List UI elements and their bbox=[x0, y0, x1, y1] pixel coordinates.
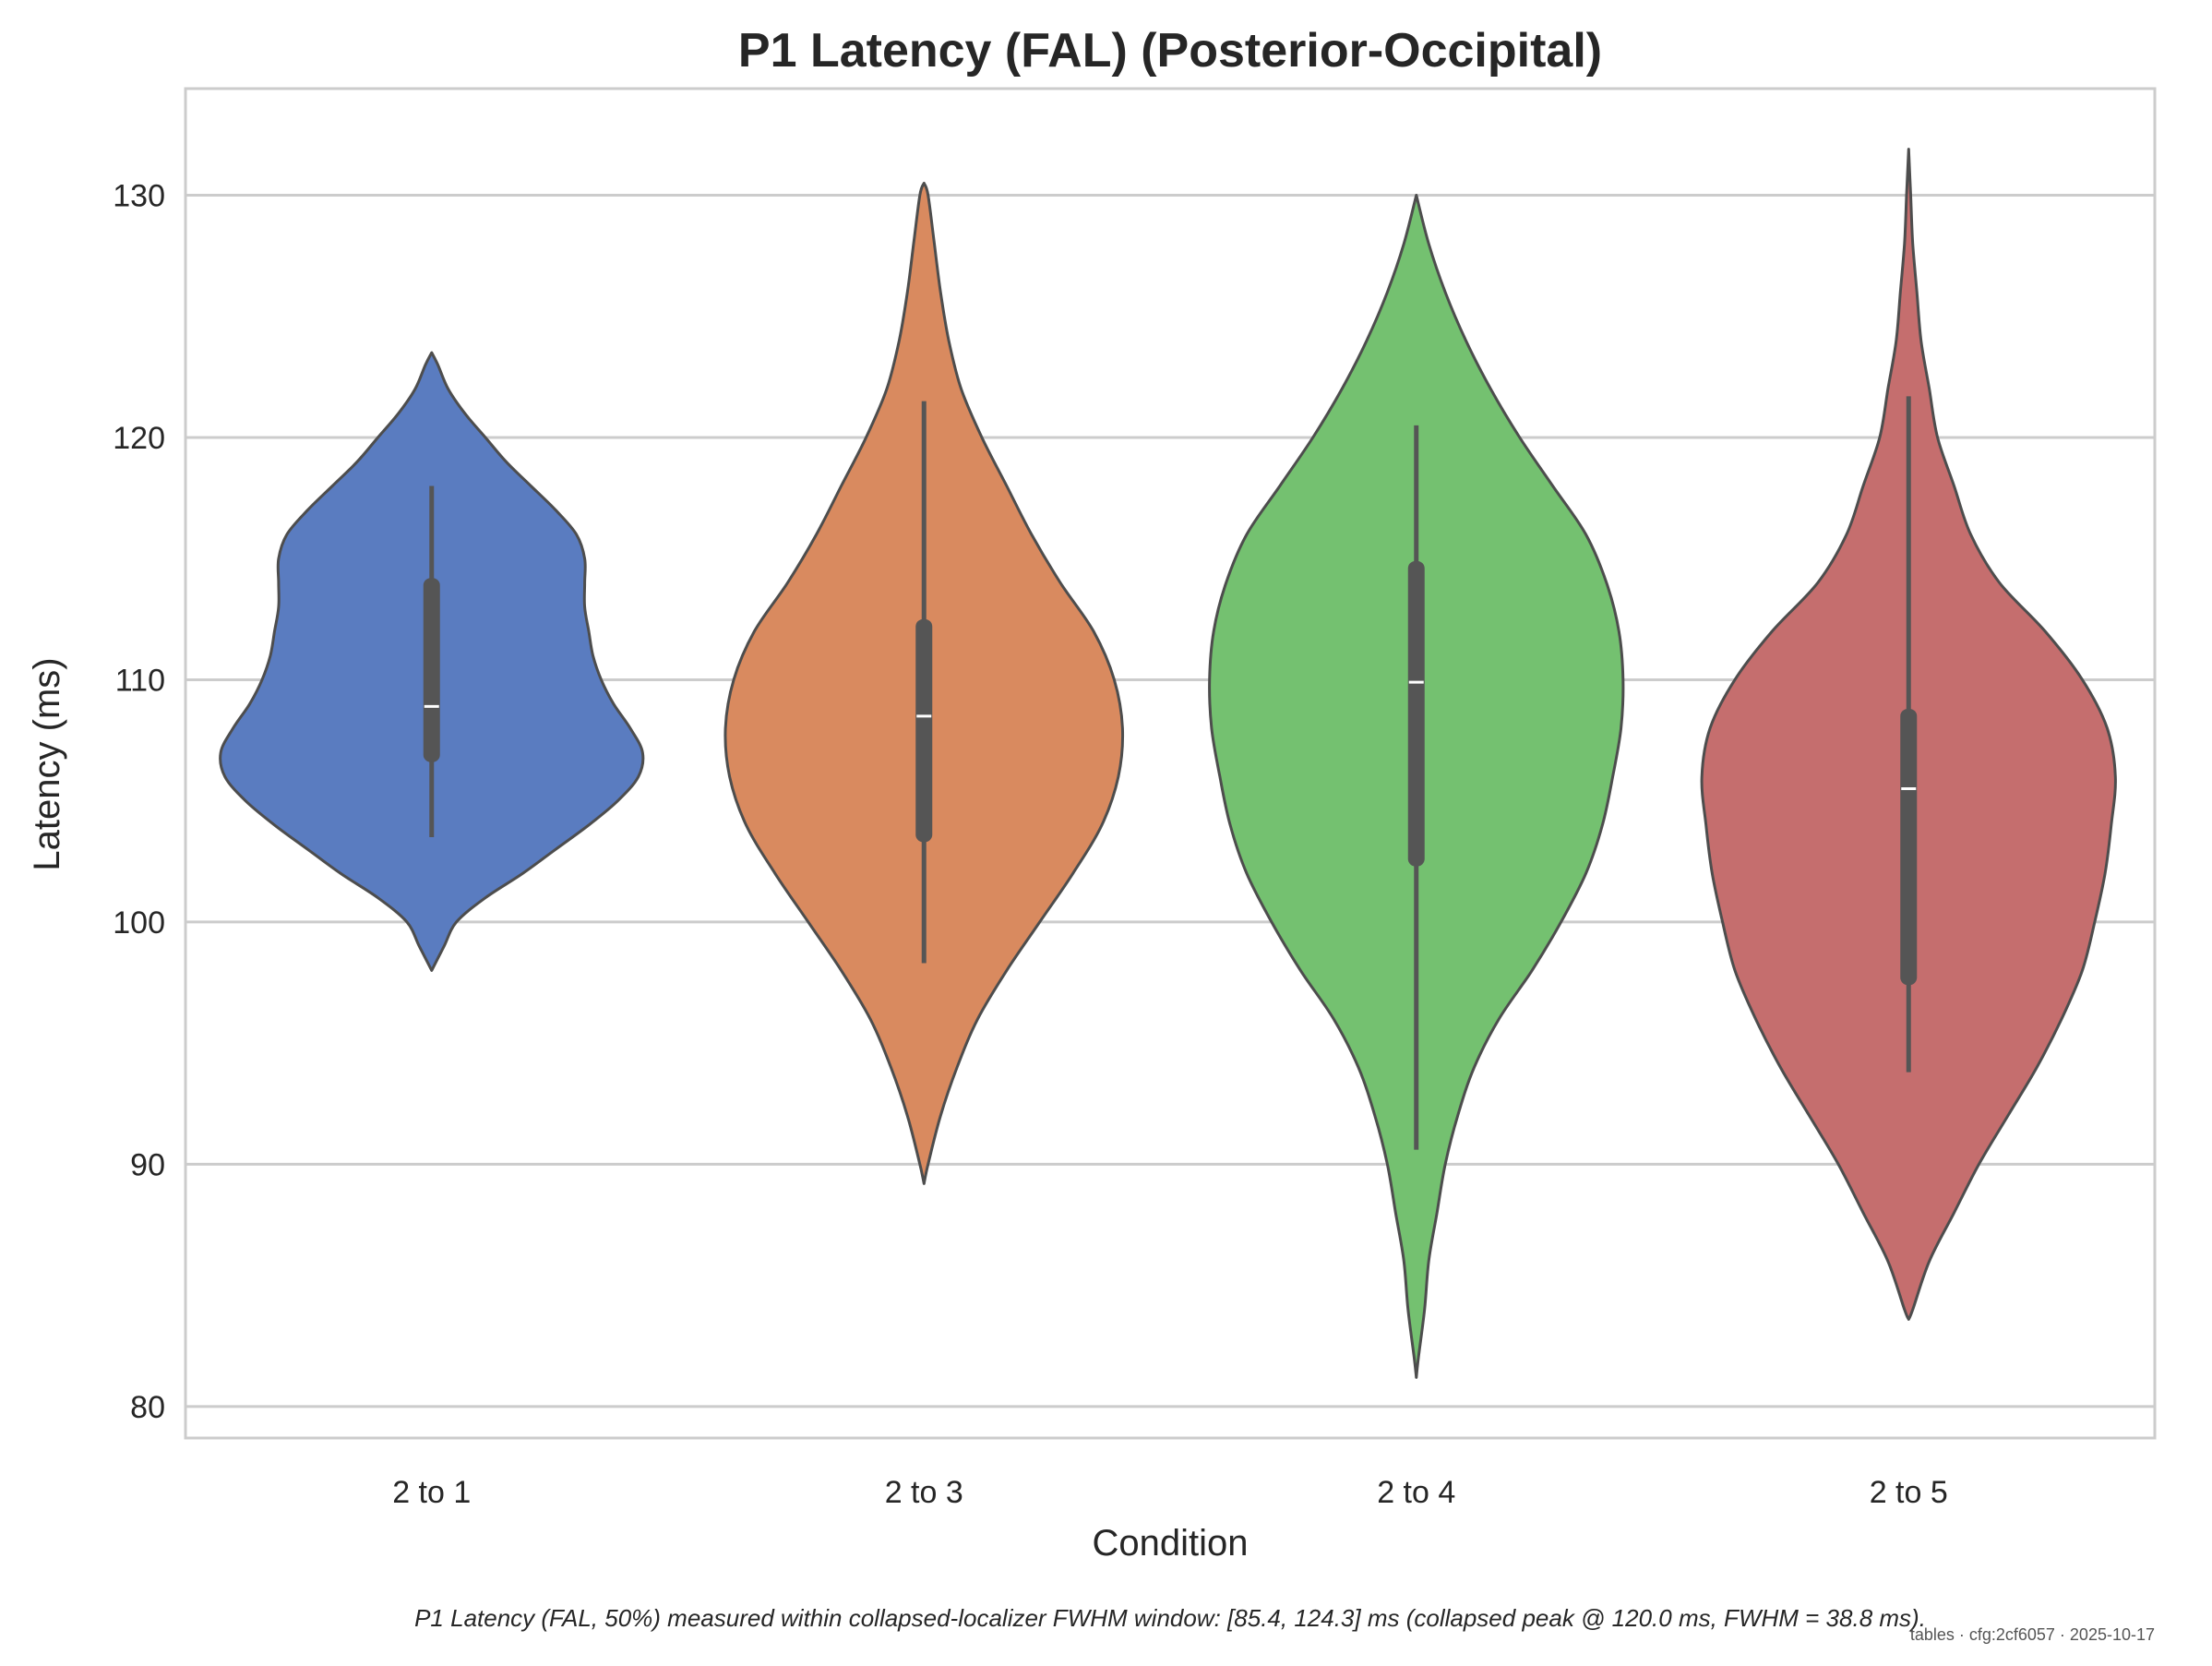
iqr-box-3 bbox=[1407, 560, 1425, 867]
y-tick-80: 80 bbox=[130, 1390, 165, 1425]
x-tick-1: 2 to 1 bbox=[392, 1475, 471, 1510]
chart-title: P1 Latency (FAL) (Posterior-Occipital) bbox=[738, 24, 1602, 78]
x-tick-3: 2 to 4 bbox=[1377, 1475, 1455, 1510]
y-tick-110: 110 bbox=[115, 663, 165, 698]
x-axis-label: Condition bbox=[1092, 1523, 1248, 1564]
y-tick-130: 130 bbox=[113, 178, 165, 213]
x-tick-labels: 2 to 1 2 to 3 2 to 4 2 to 5 bbox=[392, 1475, 1948, 1510]
x-tick-2: 2 to 3 bbox=[885, 1475, 963, 1510]
iqr-box-4 bbox=[1900, 708, 1918, 986]
y-axis-label: Latency (ms) bbox=[27, 657, 67, 870]
x-tick-4: 2 to 5 bbox=[1870, 1475, 1948, 1510]
y-tick-90: 90 bbox=[130, 1147, 165, 1182]
plot-frame bbox=[184, 87, 2157, 1440]
build-stamp: tables · cfg:2cf6057 · 2025-10-17 bbox=[1910, 1625, 2155, 1644]
violin-3 bbox=[1208, 194, 1625, 1379]
y-tick-100: 100 bbox=[113, 905, 165, 941]
violin-1 bbox=[219, 351, 645, 972]
iqr-box-2 bbox=[915, 618, 933, 843]
y-tick-labels: 80 90 100 110 120 130 bbox=[113, 178, 165, 1424]
violins bbox=[219, 148, 2117, 1379]
y-tick-120: 120 bbox=[113, 421, 165, 456]
iqr-box-1 bbox=[423, 578, 440, 762]
violin-4 bbox=[1700, 148, 2117, 1321]
violin-2 bbox=[723, 181, 1125, 1185]
figure-caption: P1 Latency (FAL, 50%) measured within co… bbox=[414, 1604, 1926, 1632]
